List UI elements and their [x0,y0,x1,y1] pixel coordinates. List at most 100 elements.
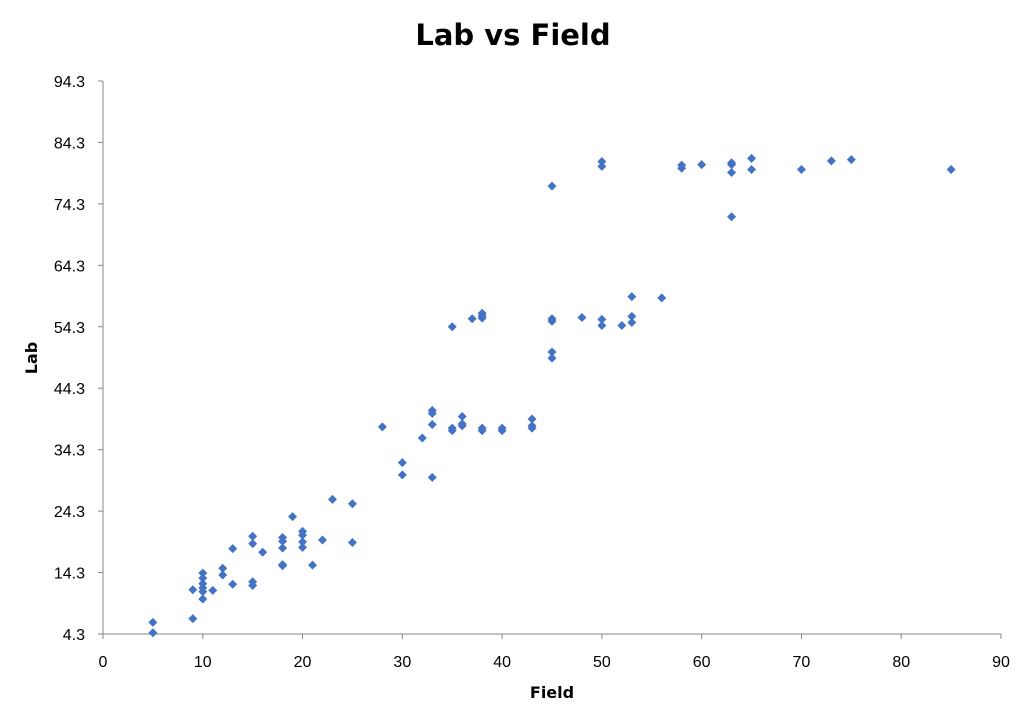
data-point [727,212,737,222]
data-point [597,156,607,166]
data-point [477,313,487,323]
y-tick-label: 14.3 [54,566,85,583]
y-tick-labels: 4.3 14.3 24.3 34.3 44.3 54.3 64.3 74.3 84.3 94.3 [54,74,85,644]
data-point [298,530,308,540]
x-tick-labels: 0 10 20 30 40 50 60 70 80 90 [99,654,1010,671]
x-axis-label: Field [530,683,574,702]
x-tick-label: 50 [593,654,611,671]
data-point [796,164,806,174]
data-point [846,155,856,165]
data-point [627,317,637,327]
data-point [527,414,537,424]
x-tick-label: 80 [892,654,910,671]
y-tick-label: 44.3 [54,381,85,398]
data-point [188,585,198,595]
data-point [278,561,288,571]
data-point [327,494,337,504]
data-point [198,573,208,583]
data-point [627,292,637,302]
y-axis-label: Lab [22,342,41,374]
data-point [547,316,557,326]
y-tick-label: 24.3 [54,504,85,521]
x-tick-label: 10 [194,654,212,671]
data-point [397,458,407,468]
data-point [697,160,707,170]
x-tick-label: 20 [294,654,312,671]
y-tick-label: 74.3 [54,197,85,214]
data-point [427,408,437,418]
data-point [427,472,437,482]
data-point [188,614,198,624]
data-point [248,539,258,549]
data-point [597,321,607,331]
x-tick-marks [102,634,1002,639]
data-point [278,543,288,553]
data-point [228,579,238,589]
data-point [547,181,557,191]
x-tick-label: 60 [693,654,711,671]
data-point [747,164,757,174]
data-point [377,422,387,432]
data-point [347,537,357,547]
data-point [228,544,238,554]
data-point [547,353,557,363]
y-tick-label: 84.3 [54,135,85,152]
data-point [627,311,637,321]
data-point [727,168,737,178]
data-point [208,585,218,595]
data-point [657,293,667,303]
data-point [427,419,437,429]
data-point [497,426,507,436]
data-point [597,161,607,171]
data-point [417,433,427,443]
y-tick-label: 94.3 [54,74,85,91]
data-point [577,313,587,323]
x-tick-label: 90 [992,654,1010,671]
data-points [148,153,956,638]
data-point [457,421,467,431]
y-tick-label: 64.3 [54,258,85,275]
data-point [397,470,407,480]
data-point [248,531,258,541]
data-point [747,153,757,163]
data-point [547,347,557,357]
data-point [617,321,627,331]
data-point [308,560,318,570]
data-point [278,536,288,546]
data-point [288,512,298,522]
x-tick-label: 70 [793,654,811,671]
x-tick-label: 30 [393,654,411,671]
data-point [447,322,457,332]
data-point [218,563,228,573]
data-point [477,426,487,436]
data-point [198,568,208,578]
data-point [258,547,268,557]
y-tick-marks [98,80,103,635]
y-tick-label: 54.3 [54,320,85,337]
x-tick-label: 0 [99,654,108,671]
x-tick-label: 40 [493,654,511,671]
data-point [198,587,208,597]
data-point [527,423,537,433]
data-point [946,164,956,174]
data-point [148,628,158,638]
y-tick-label: 34.3 [54,443,85,460]
data-point [677,163,687,173]
y-tick-label: 4.3 [63,627,85,644]
data-point [447,426,457,436]
data-point [347,499,357,509]
data-point [597,314,607,324]
data-point [248,580,258,590]
data-point [318,535,328,545]
data-point [298,542,308,552]
data-point [467,314,477,324]
chart-title: Lab vs Field [415,18,610,52]
data-point [298,537,308,547]
data-point [727,160,737,170]
data-point [457,411,467,421]
data-point [198,594,208,604]
data-point [148,617,158,627]
data-point [218,570,228,580]
data-point [826,156,836,166]
